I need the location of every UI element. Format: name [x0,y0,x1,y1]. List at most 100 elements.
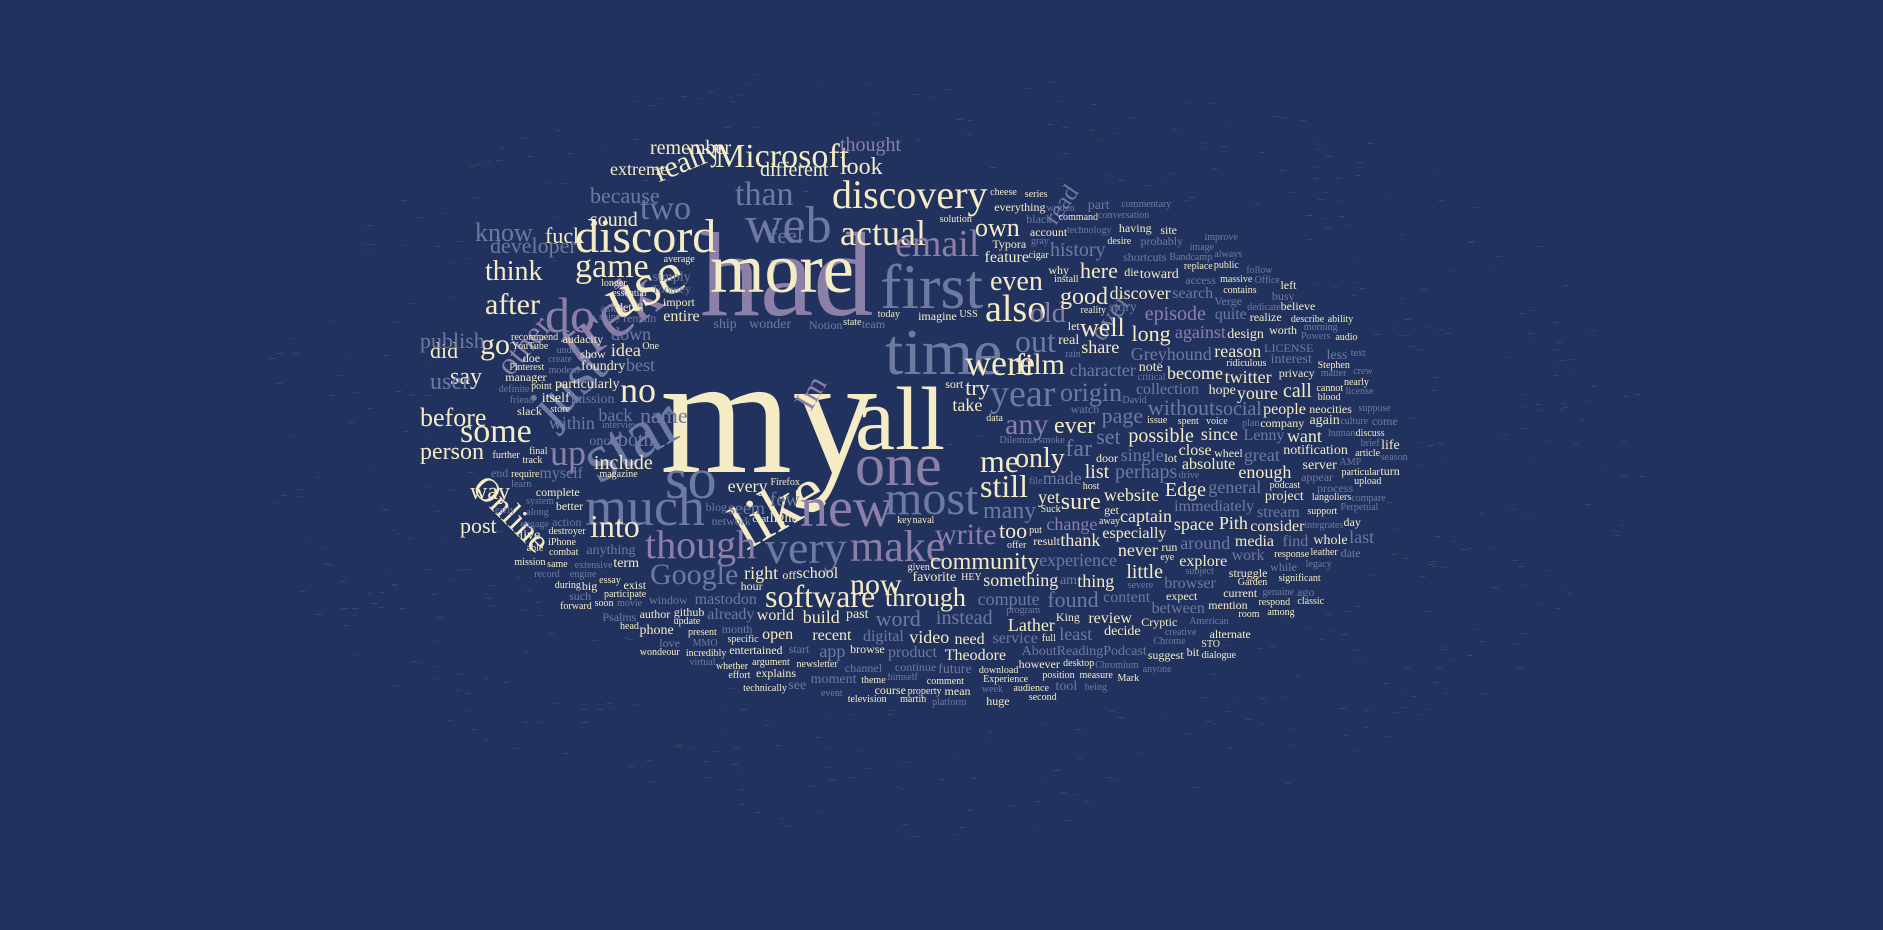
texture-mark: ‒‒ [1325,612,1332,619]
cloud-word: believe [1280,299,1316,314]
texture-mark: ‒‒ [435,243,442,250]
cloud-word: Office [1254,274,1280,286]
cloud-word: nearly [1343,377,1369,389]
cloud-word: remain [622,311,657,326]
cloud-word: doe [522,351,541,366]
texture-mark: ‒‒ [1468,238,1475,245]
cloud-word: way [470,479,510,505]
texture-mark: ‒‒ [408,393,415,400]
cloud-word: made [1042,467,1082,488]
cloud-word: since [1200,424,1238,445]
cloud-word: try [965,375,990,401]
texture-mark: ‒‒ [552,700,559,707]
cloud-word: reality [1080,304,1107,316]
cloud-word: post [460,513,497,538]
texture-mark: ‒‒ [1563,404,1570,411]
cloud-word: space [1173,513,1214,534]
cloud-word: realize [1249,310,1282,325]
cloud-word: issue [1147,415,1168,427]
cloud-word: enough [1238,461,1292,482]
cloud-word: site [1160,222,1177,237]
cloud-word: mean [944,684,971,699]
texture-mark: ‒‒ [1556,340,1563,347]
texture-mark: ‒‒ [1397,332,1404,339]
cloud-word: film [1015,348,1065,381]
texture-mark: ‒‒ [677,172,684,179]
cloud-word: design [1227,326,1264,342]
texture-mark: ‒‒ [447,488,454,495]
cloud-word: love [659,635,680,650]
cloud-word: such [569,589,592,604]
texture-mark: ‒‒ [1520,630,1527,637]
texture-mark: ‒‒ [681,94,688,101]
cloud-word: AMP [1339,457,1362,469]
texture-mark: ‒‒ [1076,726,1083,733]
cloud-word: being [1084,681,1107,693]
cloud-word: Google [650,558,739,591]
cloud-word: learn [511,478,532,490]
texture-mark: ‒‒ [733,745,740,752]
texture-mark: ‒‒ [371,601,378,608]
cloud-word: my [660,321,878,509]
texture-mark: ‒‒ [1183,198,1190,205]
texture-mark: ‒‒ [1332,285,1339,292]
cloud-word: seem [727,497,765,518]
cloud-word: mastodon [694,590,757,608]
texture-mark: ‒‒ [723,730,730,737]
cloud-word: LICENSE [1264,341,1314,356]
cloud-word: year [990,373,1056,415]
texture-mark: ‒‒ [1105,171,1112,178]
cloud-word: longer [601,278,627,290]
texture-mark: ‒‒ [301,535,308,542]
texture-mark: ‒‒ [372,242,379,249]
cloud-word: website [1103,485,1159,506]
texture-mark: ‒‒ [1391,552,1398,559]
cloud-word: Garden [1237,577,1268,589]
texture-mark: ‒‒ [1597,467,1604,474]
texture-mark: ‒‒ [436,616,443,623]
texture-mark: ‒‒ [597,706,604,713]
cloud-word: Lenny [1243,427,1285,445]
cloud-word: modern [548,364,580,376]
cloud-word: term [613,555,639,571]
cloud-word: am [1059,573,1078,589]
cloud-word: itself [541,390,570,406]
cloud-word: anything [586,542,636,558]
texture-mark: ‒‒ [809,784,815,791]
cloud-word: friend [509,394,534,406]
texture-mark: ‒‒ [1048,80,1055,87]
texture-mark: ‒‒ [300,589,306,596]
texture-mark: ‒‒ [523,649,530,656]
texture-mark: ‒‒ [1060,175,1067,182]
texture-mark: ‒‒ [763,722,770,729]
cloud-word: people [1263,400,1306,418]
cloud-word: improve [1204,232,1238,244]
texture-mark: ‒‒ [1322,216,1329,223]
texture-mark: ‒‒ [391,582,398,589]
texture-mark: ‒‒ [544,179,551,186]
cloud-word: notification [1283,442,1348,458]
cloud-word: track [522,454,543,466]
texture-mark: ‒‒ [367,405,374,412]
texture-mark: ‒‒ [1479,639,1486,646]
texture-mark: ‒‒ [675,161,682,168]
cloud-word: live [519,527,541,543]
cloud-word: whether [715,660,749,672]
cloud-word: only [1015,443,1065,474]
texture-mark: ‒‒ [1201,695,1208,702]
texture-mark: ‒‒ [296,494,303,501]
texture-mark: ‒‒ [378,604,385,611]
texture-mark: ‒‒ [1552,320,1559,327]
cloud-word: audacity [562,332,604,347]
texture-mark: ‒‒ [1509,506,1516,513]
texture-mark: ‒‒ [1208,100,1215,107]
cloud-word: spent [1177,415,1199,427]
cloud-word: ask [600,301,617,315]
cloud-word: company [1260,416,1305,431]
texture-mark: ‒‒ [465,567,472,574]
texture-mark: ‒‒ [441,210,448,217]
texture-mark: ‒‒ [1562,283,1569,290]
texture-mark: ‒‒ [1437,326,1444,333]
texture-mark: ‒‒ [1117,715,1124,722]
texture-mark: ‒‒ [1235,698,1242,705]
